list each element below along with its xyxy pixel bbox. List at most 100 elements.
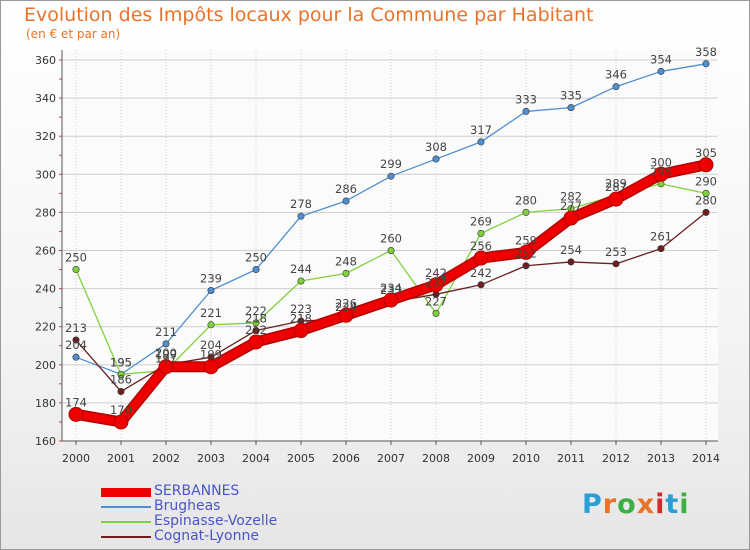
legend-label: Cognat-Lyonne <box>154 528 259 544</box>
data-label: 212 <box>245 323 267 337</box>
data-point <box>72 266 80 274</box>
data-label: 218 <box>290 312 312 326</box>
x-tick-label: 2003 <box>197 452 225 465</box>
data-point <box>702 189 710 197</box>
data-label: 333 <box>515 92 537 106</box>
data-label: 199 <box>155 348 177 362</box>
y-tick-label: 360 <box>35 54 56 67</box>
data-point <box>522 208 530 216</box>
data-point <box>342 269 350 277</box>
data-point <box>293 323 309 339</box>
x-tick-label: 2009 <box>467 452 495 465</box>
x-tick-label: 2002 <box>152 452 180 465</box>
data-label: 242 <box>425 266 447 280</box>
data-label: 170 <box>110 403 132 417</box>
data-point <box>338 307 354 323</box>
x-tick-label: 2011 <box>557 452 585 465</box>
logo-letter: r <box>602 489 618 520</box>
data-point <box>608 191 624 207</box>
y-tick-label: 180 <box>35 397 56 410</box>
x-tick-label: 2014 <box>692 452 720 465</box>
data-label: 195 <box>110 355 132 369</box>
data-label: 253 <box>605 245 627 259</box>
data-label: 295 <box>650 165 672 179</box>
logo-letter: i <box>679 489 690 520</box>
data-point <box>117 370 125 378</box>
data-point <box>207 321 215 329</box>
y-tick-label: 300 <box>35 168 56 181</box>
chart-title: Evolution des Impôts locaux pour la Comm… <box>24 4 594 26</box>
data-label: 277 <box>560 199 582 213</box>
data-point <box>518 244 534 260</box>
data-label: 244 <box>290 262 312 276</box>
data-label: 242 <box>470 266 492 280</box>
data-label: 223 <box>290 302 312 316</box>
data-label: 221 <box>200 306 222 320</box>
data-label: 199 <box>200 348 222 362</box>
data-point <box>207 287 215 295</box>
data-label: 346 <box>605 68 627 82</box>
data-point <box>248 334 264 350</box>
y-tick-label: 200 <box>35 359 56 372</box>
data-point <box>203 359 219 375</box>
data-label: 197 <box>155 352 177 366</box>
data-label: 195 <box>110 355 132 369</box>
legend-swatch <box>101 506 151 508</box>
y-tick-label: 320 <box>35 130 56 143</box>
data-label: 250 <box>65 251 87 265</box>
data-label: 300 <box>650 155 672 169</box>
data-point <box>522 262 530 270</box>
data-point <box>342 197 350 205</box>
data-point <box>72 336 80 344</box>
data-point <box>387 172 395 180</box>
data-label: 354 <box>650 52 672 66</box>
x-tick-label: 2007 <box>377 452 405 465</box>
data-label: 237 <box>425 275 447 289</box>
x-tick-label: 2000 <box>62 452 90 465</box>
data-label: 282 <box>560 190 582 204</box>
plot-area <box>62 50 718 441</box>
data-label: 234 <box>380 281 402 295</box>
series-serbannes <box>68 157 714 430</box>
data-label: 280 <box>695 193 717 207</box>
x-tick-label: 2006 <box>332 452 360 465</box>
x-tick-label: 2008 <box>422 452 450 465</box>
data-label: 233 <box>380 283 402 297</box>
data-point <box>563 210 579 226</box>
data-point <box>297 212 305 220</box>
data-label: 287 <box>605 180 627 194</box>
data-point <box>432 309 440 317</box>
logo-letter: i <box>655 489 666 520</box>
data-label: 290 <box>695 174 717 188</box>
data-label: 289 <box>605 176 627 190</box>
x-tick-label: 2013 <box>647 452 675 465</box>
legend-label: Brugheas <box>154 498 221 514</box>
proxiti-logo: Proxiti <box>582 489 690 520</box>
data-point <box>702 208 710 216</box>
logo-letter: o <box>617 489 637 520</box>
data-label: 222 <box>245 304 267 318</box>
logo-letter: x <box>636 489 656 520</box>
data-point <box>68 406 84 422</box>
data-point <box>113 414 129 430</box>
data-point <box>477 229 485 237</box>
data-point <box>252 327 260 335</box>
data-label: 358 <box>695 45 717 59</box>
data-label: 278 <box>290 197 312 211</box>
data-point <box>702 60 710 68</box>
x-tick-label: 2010 <box>512 452 540 465</box>
data-label: 224 <box>335 300 357 314</box>
data-label: 239 <box>200 272 222 286</box>
legend-swatch <box>101 487 151 497</box>
logo-letter: t <box>665 489 680 520</box>
data-label: 200 <box>155 346 177 360</box>
legend-swatch <box>101 521 151 523</box>
data-point <box>567 104 575 112</box>
data-point <box>252 319 260 327</box>
data-label: 280 <box>515 193 537 207</box>
data-point <box>567 258 575 266</box>
y-tick-label: 340 <box>35 92 56 105</box>
data-point <box>477 138 485 146</box>
data-label: 213 <box>65 321 87 335</box>
data-label: 252 <box>515 247 537 261</box>
